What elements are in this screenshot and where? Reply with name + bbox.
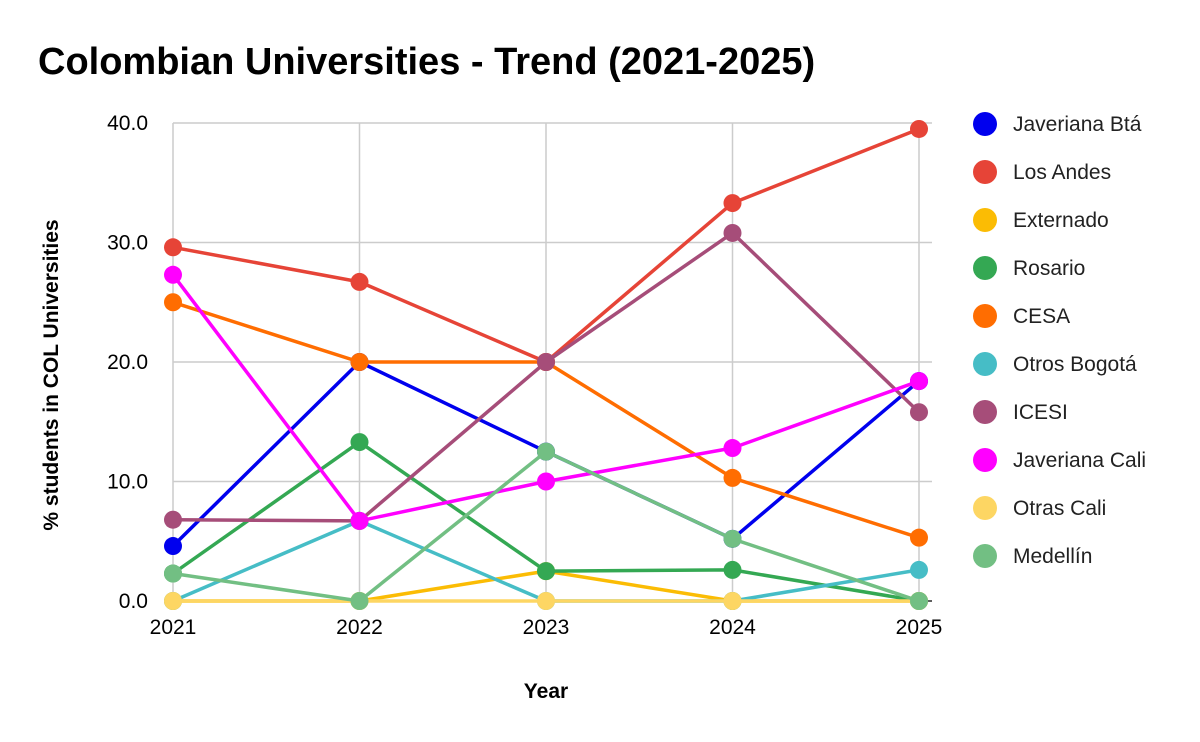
legend-label: Javeriana Cali (1013, 449, 1146, 472)
y-tick-label: 40.0 (107, 112, 148, 135)
legend-marker (973, 400, 997, 424)
data-point (910, 592, 928, 610)
data-point (537, 472, 555, 491)
legend-item: Javeriana Cali (973, 448, 1146, 472)
data-point (723, 194, 742, 213)
series-9 (164, 442, 928, 610)
data-point (164, 293, 182, 312)
data-point (537, 353, 555, 371)
legend-item: Otras Cali (973, 496, 1106, 520)
data-point (910, 528, 928, 547)
legend-marker (973, 448, 997, 472)
legend-item: ICESI (973, 400, 1068, 424)
legend-marker (973, 352, 997, 376)
x-tick-labels: 2021 2022 2023 2024 2025 (150, 616, 943, 639)
data-point (350, 353, 369, 371)
legend-marker (973, 544, 997, 568)
legend-item: CESA (973, 304, 1070, 328)
legend-item: Los Andes (973, 160, 1111, 184)
y-tick-label: 30.0 (107, 232, 148, 255)
legend-marker (973, 496, 997, 520)
data-point (723, 223, 742, 242)
legend-item: Javeriana Btá (973, 112, 1142, 136)
y-tick-labels: 0.0 10.0 20.0 30.0 40.0 (107, 112, 148, 613)
data-point (164, 265, 182, 284)
y-tick-label: 0.0 (119, 590, 148, 613)
series-8 (164, 592, 928, 610)
data-point (350, 272, 369, 291)
y-axis-label: % students in COL Universities (40, 219, 63, 530)
data-point (723, 592, 742, 610)
legend-marker (973, 208, 997, 232)
data-point (910, 372, 928, 391)
y-tick-label: 10.0 (107, 471, 148, 494)
series-7 (164, 265, 928, 530)
x-tick-label: 2022 (336, 616, 383, 639)
legend-label: Rosario (1013, 257, 1085, 280)
legend-item: Externado (973, 208, 1109, 232)
legend-marker (973, 256, 997, 280)
series (164, 119, 928, 610)
data-point (910, 403, 928, 422)
x-tick-label: 2021 (150, 616, 197, 639)
data-point (164, 510, 182, 529)
legend-marker (973, 112, 997, 136)
legend: Javeriana Btá Los Andes Externado Rosario CE… (973, 112, 1146, 568)
x-axis-label: Year (524, 680, 568, 703)
legend-label: ICESI (1013, 401, 1068, 424)
legend-item: Rosario (973, 256, 1085, 280)
legend-label: Medellín (1013, 545, 1092, 568)
legend-marker (973, 160, 997, 184)
legend-label: Otras Cali (1013, 497, 1106, 520)
x-tick-label: 2024 (709, 616, 756, 639)
legend-marker (973, 304, 997, 328)
data-point (350, 433, 369, 452)
data-point (350, 592, 369, 610)
legend-item: Otros Bogotá (973, 352, 1137, 376)
data-point (164, 564, 182, 583)
data-point (350, 511, 369, 530)
legend-label: Los Andes (1013, 161, 1111, 184)
y-tick-label: 20.0 (107, 351, 148, 374)
data-point (910, 119, 928, 138)
data-point (164, 537, 182, 556)
data-point (537, 562, 555, 581)
data-point (164, 238, 182, 257)
legend-item: Medellín (973, 544, 1092, 568)
x-tick-label: 2023 (523, 616, 570, 639)
x-tick-label: 2025 (896, 616, 943, 639)
data-point (537, 592, 555, 610)
legend-label: CESA (1013, 305, 1070, 328)
data-point (723, 560, 742, 579)
legend-label: Externado (1013, 209, 1109, 232)
legend-label: Otros Bogotá (1013, 353, 1137, 376)
data-point (723, 468, 742, 487)
data-point (723, 439, 742, 458)
legend-label: Javeriana Btá (1013, 113, 1142, 136)
data-point (164, 592, 182, 610)
data-point (537, 442, 555, 461)
data-point (723, 529, 742, 548)
data-point (910, 560, 928, 579)
chart-title: Colombian Universities - Trend (2021-202… (38, 41, 815, 83)
